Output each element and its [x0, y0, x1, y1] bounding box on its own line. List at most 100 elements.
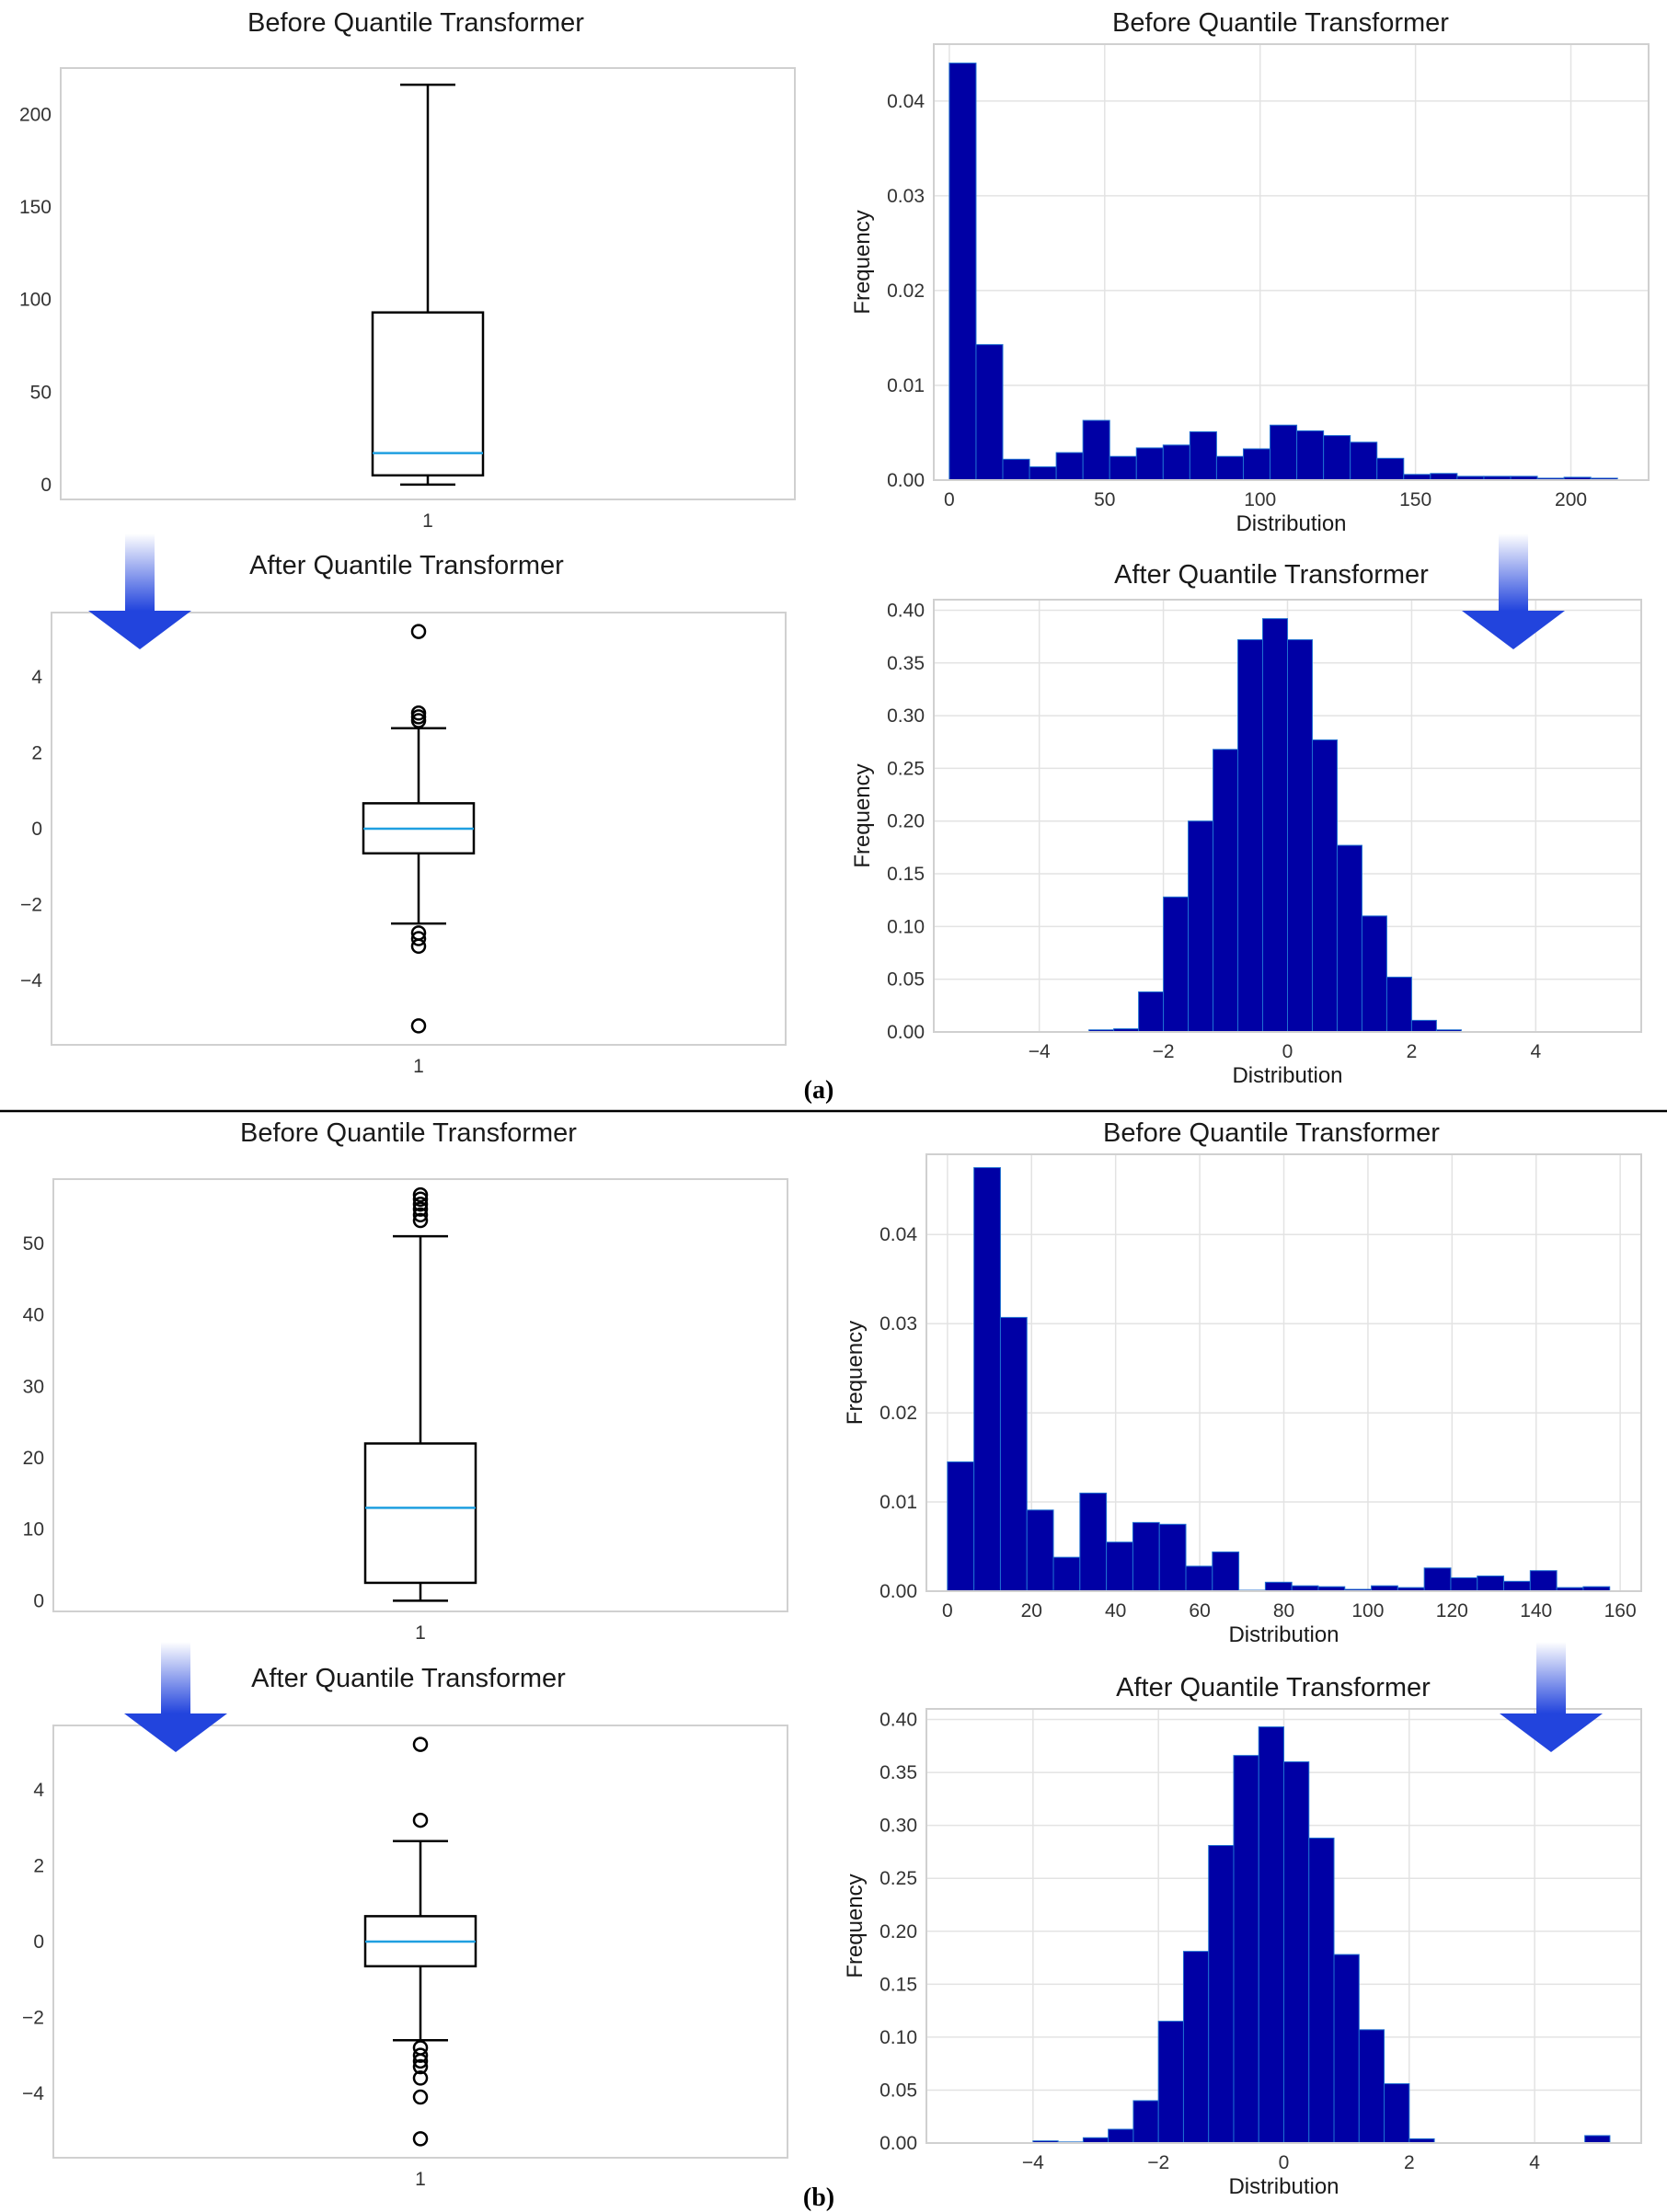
y-tick-label: 0.15	[879, 1974, 917, 1995]
histogram-bar	[1079, 1492, 1108, 1592]
plot-frame	[52, 1725, 788, 2159]
y-tick-label: 0.20	[887, 811, 925, 832]
histogram-bar	[1162, 444, 1190, 481]
y-tick-label: 0.03	[879, 1313, 917, 1335]
histogram-bar	[1215, 455, 1244, 481]
plot-frame	[925, 1153, 1642, 1592]
histogram-bar	[1287, 639, 1313, 1033]
outlier-point	[412, 1212, 429, 1229]
x-tick-label: −2	[1147, 2152, 1169, 2173]
histogram-bar	[1055, 452, 1084, 481]
histogram-bar	[1361, 915, 1387, 1033]
x-tick-label: 160	[1604, 1600, 1637, 1622]
x-tick-label: −2	[1153, 1041, 1175, 1062]
histogram-bar	[1336, 844, 1362, 1033]
histogram-bar	[1188, 820, 1214, 1033]
y-tick-label: 2	[31, 743, 42, 764]
plot-frame	[933, 43, 1650, 481]
y-tick-label: 0.00	[887, 470, 925, 491]
histogram-bar	[1158, 1523, 1187, 1592]
box-plot-a-after: After Quantile Transformer −4 −2 0 2 4 1	[20, 551, 787, 1077]
y-tick-label: −2	[20, 894, 42, 915]
down-arrow-icon	[88, 533, 191, 649]
outlier-point	[410, 1018, 427, 1034]
x-tick-label: 0	[1282, 1041, 1293, 1062]
histogram-bar	[1323, 435, 1351, 481]
histogram-bar	[1026, 1509, 1054, 1592]
y-tick-label: 0.00	[879, 2133, 917, 2154]
y-tick-label: 0.01	[879, 1492, 917, 1513]
histogram-bar	[1430, 473, 1458, 481]
histogram-bar	[999, 1316, 1028, 1592]
y-tick-label: 10	[23, 1519, 44, 1541]
outlier-point	[412, 1196, 429, 1212]
histogram-bar	[1212, 1551, 1240, 1592]
outlier-point	[412, 1736, 429, 1752]
histogram-bar	[1423, 1567, 1452, 1592]
histogram-b-before: Before Quantile Transformer 0.00 0.01 0.02 0…	[843, 1118, 1642, 1647]
histogram-bar	[1157, 2021, 1184, 2144]
caption-b: (b)	[803, 2183, 834, 2212]
x-tick-label: 80	[1273, 1600, 1294, 1622]
histogram-bar	[1002, 458, 1030, 481]
y-tick-label: 0.35	[887, 653, 925, 674]
plot-frame	[925, 1708, 1642, 2144]
histogram-bar	[1208, 1845, 1235, 2144]
histogram-bar	[1410, 1019, 1437, 1033]
down-arrow-icon	[124, 1642, 227, 1752]
histogram-bar	[1270, 424, 1298, 481]
histogram-bar	[947, 1461, 975, 1592]
histogram-bar	[1109, 455, 1137, 481]
histogram-bar	[1108, 2128, 1134, 2144]
box-plot-b-before: Before Quantile Transformer 0 10 20 30 40 50 1	[23, 1118, 788, 1644]
histogram-bar	[1358, 2029, 1385, 2144]
histogram-bar	[1237, 639, 1264, 1033]
outlier-point	[410, 938, 427, 955]
y-tick-label: 0.30	[879, 1816, 917, 1837]
histogram-bar	[1182, 1951, 1210, 2144]
x-axis-label: Distribution	[1232, 1063, 1342, 1088]
histogram-bar	[1163, 896, 1190, 1033]
y-tick-label: 0.05	[887, 969, 925, 991]
histogram-bar	[1450, 1576, 1478, 1592]
chart-title: After Quantile Transformer	[251, 1664, 566, 1693]
y-tick-label: −4	[20, 970, 42, 991]
down-arrow-icon	[1500, 1642, 1603, 1752]
y-tick-label: 4	[33, 1780, 44, 1801]
y-axis-label: Frequency	[850, 210, 875, 314]
y-tick-label: 0	[31, 819, 42, 840]
y-tick-label: 0.05	[879, 2080, 917, 2101]
histogram-bar	[1296, 430, 1325, 481]
plot-frame	[60, 67, 796, 500]
histogram-bar	[1029, 466, 1057, 481]
y-tick-label: 0.15	[887, 864, 925, 885]
histogram-bar	[1138, 991, 1165, 1033]
x-tick-label: −4	[1022, 2152, 1044, 2173]
x-tick-label: 0	[944, 489, 955, 510]
y-tick-label: 0.30	[887, 705, 925, 727]
outlier-point	[410, 713, 427, 728]
x-tick-label: 140	[1520, 1600, 1552, 1622]
plot-frame	[51, 612, 787, 1046]
y-tick-label: 200	[19, 104, 52, 125]
chart-title: After Quantile Transformer	[1114, 560, 1429, 590]
histogram-bar	[1308, 1837, 1335, 2144]
chart-title: Before Quantile Transformer	[240, 1118, 577, 1148]
outlier-point	[412, 2131, 429, 2147]
outlier-point	[412, 1186, 429, 1203]
y-tick-label: 0.10	[887, 916, 925, 937]
y-tick-label: 0.02	[879, 1403, 917, 1424]
y-tick-label: 100	[19, 290, 52, 311]
plot-frame	[52, 1178, 788, 1612]
y-tick-label: 0.25	[879, 1868, 917, 1889]
chart-title: After Quantile Transformer	[1116, 1673, 1431, 1702]
y-tick-label: 0.10	[879, 2027, 917, 2048]
outlier-point	[412, 1207, 429, 1223]
y-tick-label: 40	[23, 1305, 44, 1326]
x-tick-label: 0	[1279, 2152, 1290, 2173]
outlier-point	[412, 2047, 429, 2063]
y-axis-label: Frequency	[843, 1874, 868, 1977]
histogram-bar	[948, 63, 977, 481]
histogram-bar	[1384, 2083, 1410, 2144]
